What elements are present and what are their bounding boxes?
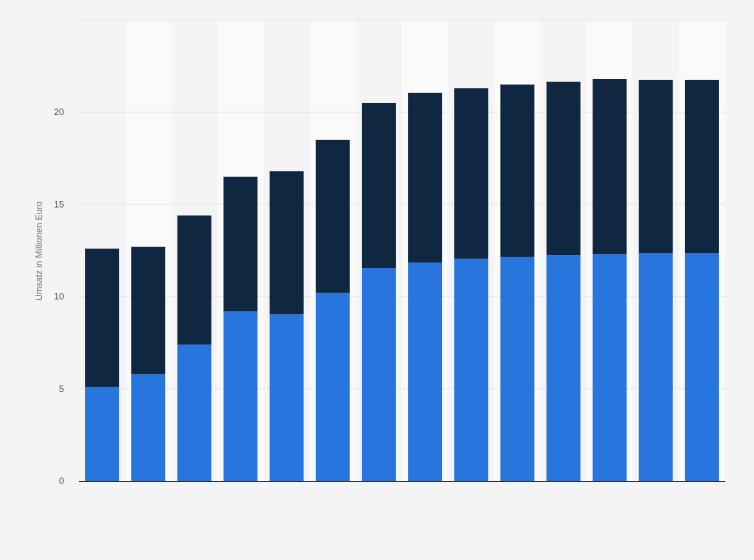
y-tick-label: 5 <box>59 384 64 394</box>
bar-segment-upper <box>177 215 212 345</box>
bar-segment-lower <box>177 344 212 481</box>
bar-segment-upper <box>500 84 535 257</box>
bar-segment-lower <box>546 255 581 481</box>
bar-segment-lower <box>361 268 396 481</box>
bar-segment-upper <box>269 171 304 315</box>
bar-segment-upper <box>315 139 350 293</box>
bar-segment-upper <box>546 81 581 256</box>
y-tick-label: 10 <box>54 292 64 302</box>
bar-segment-upper <box>131 246 166 375</box>
bar-segment-lower <box>269 314 304 481</box>
y-tick-label: 0 <box>59 476 64 486</box>
axes: 0 5 10 15 20 <box>54 107 725 486</box>
bar-segment-upper <box>638 79 673 254</box>
bar-segment-upper <box>408 92 443 263</box>
bar-segment-lower <box>638 253 673 481</box>
bar-segment-upper <box>85 248 120 387</box>
bar-segment-upper <box>592 79 627 255</box>
bars <box>85 79 719 481</box>
y-tick-label: 15 <box>54 199 64 209</box>
bar-segment-upper <box>454 88 489 259</box>
bar-segment-lower <box>131 374 166 481</box>
y-tick-label: 20 <box>54 107 64 117</box>
bar-segment-lower <box>223 311 258 481</box>
bar-segment-lower <box>454 258 489 481</box>
bar-segment-upper <box>361 102 396 269</box>
bar-segment-upper <box>684 79 719 254</box>
bar-segment-lower <box>315 292 350 481</box>
bar-segment-lower <box>592 254 627 481</box>
bar-segment-upper <box>223 176 258 312</box>
bar-segment-lower <box>408 262 443 481</box>
bar-segment-lower <box>500 256 535 481</box>
bar-segment-lower <box>684 253 719 481</box>
y-axis-title: Umsatz in Millionen Euro <box>34 201 44 301</box>
bar-segment-lower <box>85 386 120 481</box>
